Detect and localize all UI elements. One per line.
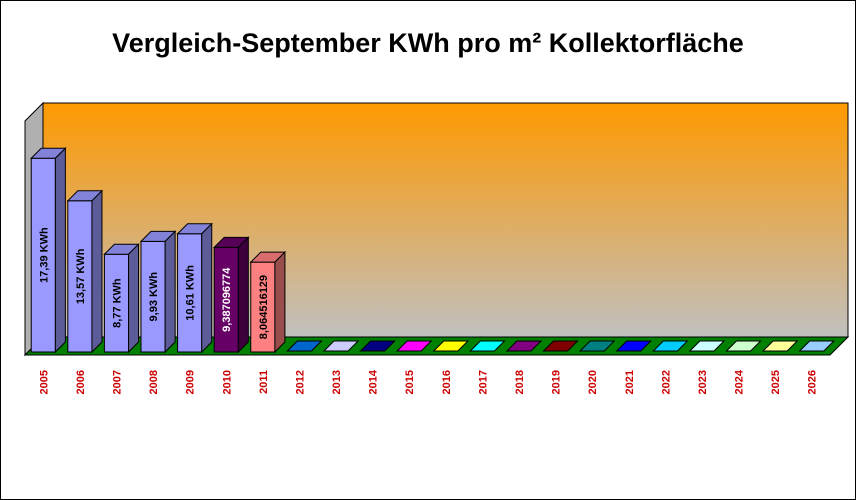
x-tick-label-2010: 2010 — [221, 370, 233, 394]
bar-top-2020 — [578, 340, 616, 352]
bar-2018 — [505, 340, 543, 352]
bar-2009: 10,61 KWh — [176, 222, 213, 354]
bar-2026 — [798, 340, 835, 352]
x-tick-label-2021: 2021 — [624, 370, 636, 394]
bar-2010: 9,387096774 — [212, 236, 250, 354]
bar-2011: 8,064516129 — [249, 250, 287, 354]
x-tick-label-2025: 2025 — [770, 370, 782, 394]
bar-top-2017 — [469, 340, 506, 352]
bar-top-2023 — [688, 340, 726, 352]
bar-data-label-2011: 8,064516129 — [258, 275, 270, 339]
bar-top-2013 — [322, 340, 360, 352]
bar-2017 — [469, 340, 506, 352]
bar-side-2009 — [201, 222, 213, 354]
x-tick-label-2026: 2026 — [807, 370, 819, 394]
bar-top-2024 — [725, 340, 762, 352]
bar-2020 — [578, 340, 616, 352]
bar-top-2012 — [286, 340, 323, 352]
x-tick-label-2016: 2016 — [441, 370, 453, 394]
x-tick-label-2014: 2014 — [368, 369, 380, 394]
x-tick-label-2024: 2024 — [734, 369, 746, 394]
bar-top-2016 — [432, 340, 470, 352]
bar-top-2022 — [652, 340, 689, 352]
bar-2025 — [761, 340, 799, 352]
x-tick-label-2022: 2022 — [660, 370, 672, 394]
bar-side-2006 — [91, 189, 103, 354]
bar-data-label-2010: 9,387096774 — [221, 267, 233, 332]
bar-top-2021 — [615, 340, 653, 352]
bar-side-2011 — [274, 250, 286, 354]
x-tick-label-2006: 2006 — [75, 370, 87, 394]
bar-2005: 17,39 KWh — [30, 147, 67, 354]
chart-x-ticks: 2005 2006 2007 2008 2009 2010 2011 2012 2013 2014… — [38, 369, 818, 394]
bar-top-2026 — [798, 340, 835, 352]
bar-2021 — [615, 340, 653, 352]
bar-data-label-2005: 17,39 KWh — [38, 227, 50, 283]
bar-2024 — [725, 340, 762, 352]
x-tick-label-2007: 2007 — [111, 370, 123, 394]
bar-2007: 8,77 KWh — [103, 243, 140, 354]
x-tick-label-2017: 2017 — [477, 370, 489, 394]
bar-2019 — [542, 340, 579, 352]
x-tick-label-2011: 2011 — [258, 370, 270, 394]
bar-data-label-2007: 8,77 KWh — [111, 278, 123, 328]
bar-2012 — [286, 340, 323, 352]
bar-data-label-2008: 9,93 KWh — [148, 272, 160, 322]
bar-data-label-2009: 10,61 KWh — [185, 265, 197, 321]
bar-2022 — [652, 340, 689, 352]
bar-side-2008 — [164, 230, 176, 354]
bar-side-2007 — [128, 243, 140, 354]
bar-2014 — [359, 340, 396, 352]
bar-front-2007 — [103, 253, 130, 353]
bar-2016 — [432, 340, 470, 352]
bar-top-2014 — [359, 340, 396, 352]
x-tick-label-2023: 2023 — [697, 370, 709, 394]
bar-front-2008 — [140, 240, 166, 353]
bar-front-2011 — [250, 261, 276, 353]
chart-title: Vergleich-September KWh pro m² Kollektor… — [112, 28, 744, 58]
bar-top-2025 — [761, 340, 799, 352]
x-tick-label-2018: 2018 — [514, 370, 526, 394]
x-tick-label-2005: 2005 — [38, 370, 50, 394]
chart-bars: 17,39 KWh 13,57 KWh 8,77 KWh 9,93 KWh 10,61 … — [30, 147, 835, 354]
bar-top-2015 — [395, 340, 433, 352]
x-tick-label-2015: 2015 — [404, 370, 416, 394]
bar-top-2019 — [542, 340, 579, 352]
x-tick-label-2012: 2012 — [294, 370, 306, 394]
x-tick-label-2019: 2019 — [551, 370, 563, 394]
bar-top-2018 — [505, 340, 543, 352]
bar-side-2010 — [237, 236, 249, 354]
x-tick-label-2009: 2009 — [185, 370, 197, 394]
bar-2015 — [395, 340, 433, 352]
x-tick-label-2020: 2020 — [587, 370, 599, 394]
x-tick-label-2013: 2013 — [331, 370, 343, 394]
bar-2013 — [322, 340, 360, 352]
bar-2023 — [688, 340, 726, 352]
bar-side-2005 — [54, 147, 66, 354]
x-tick-label-2008: 2008 — [148, 370, 160, 394]
bar-data-label-2006: 13,57 KWh — [75, 248, 87, 304]
bar-2008: 9,93 KWh — [139, 230, 177, 354]
bar-2006: 13,57 KWh — [66, 189, 104, 354]
